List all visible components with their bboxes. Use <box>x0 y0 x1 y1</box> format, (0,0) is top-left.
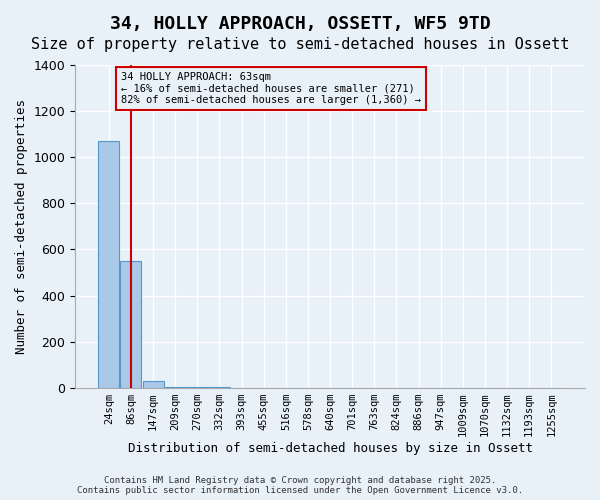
Text: 34, HOLLY APPROACH, OSSETT, WF5 9TD: 34, HOLLY APPROACH, OSSETT, WF5 9TD <box>110 15 490 33</box>
Y-axis label: Number of semi-detached properties: Number of semi-detached properties <box>15 99 28 354</box>
X-axis label: Distribution of semi-detached houses by size in Ossett: Distribution of semi-detached houses by … <box>128 442 533 455</box>
Bar <box>164 386 186 388</box>
Text: Size of property relative to semi-detached houses in Ossett: Size of property relative to semi-detach… <box>31 38 569 52</box>
Bar <box>121 261 142 388</box>
Text: Contains HM Land Registry data © Crown copyright and database right 2025.
Contai: Contains HM Land Registry data © Crown c… <box>77 476 523 495</box>
Text: 34 HOLLY APPROACH: 63sqm
← 16% of semi-detached houses are smaller (271)
82% of : 34 HOLLY APPROACH: 63sqm ← 16% of semi-d… <box>121 72 421 105</box>
Bar <box>187 387 208 388</box>
Bar <box>98 141 119 388</box>
Bar <box>143 381 164 388</box>
